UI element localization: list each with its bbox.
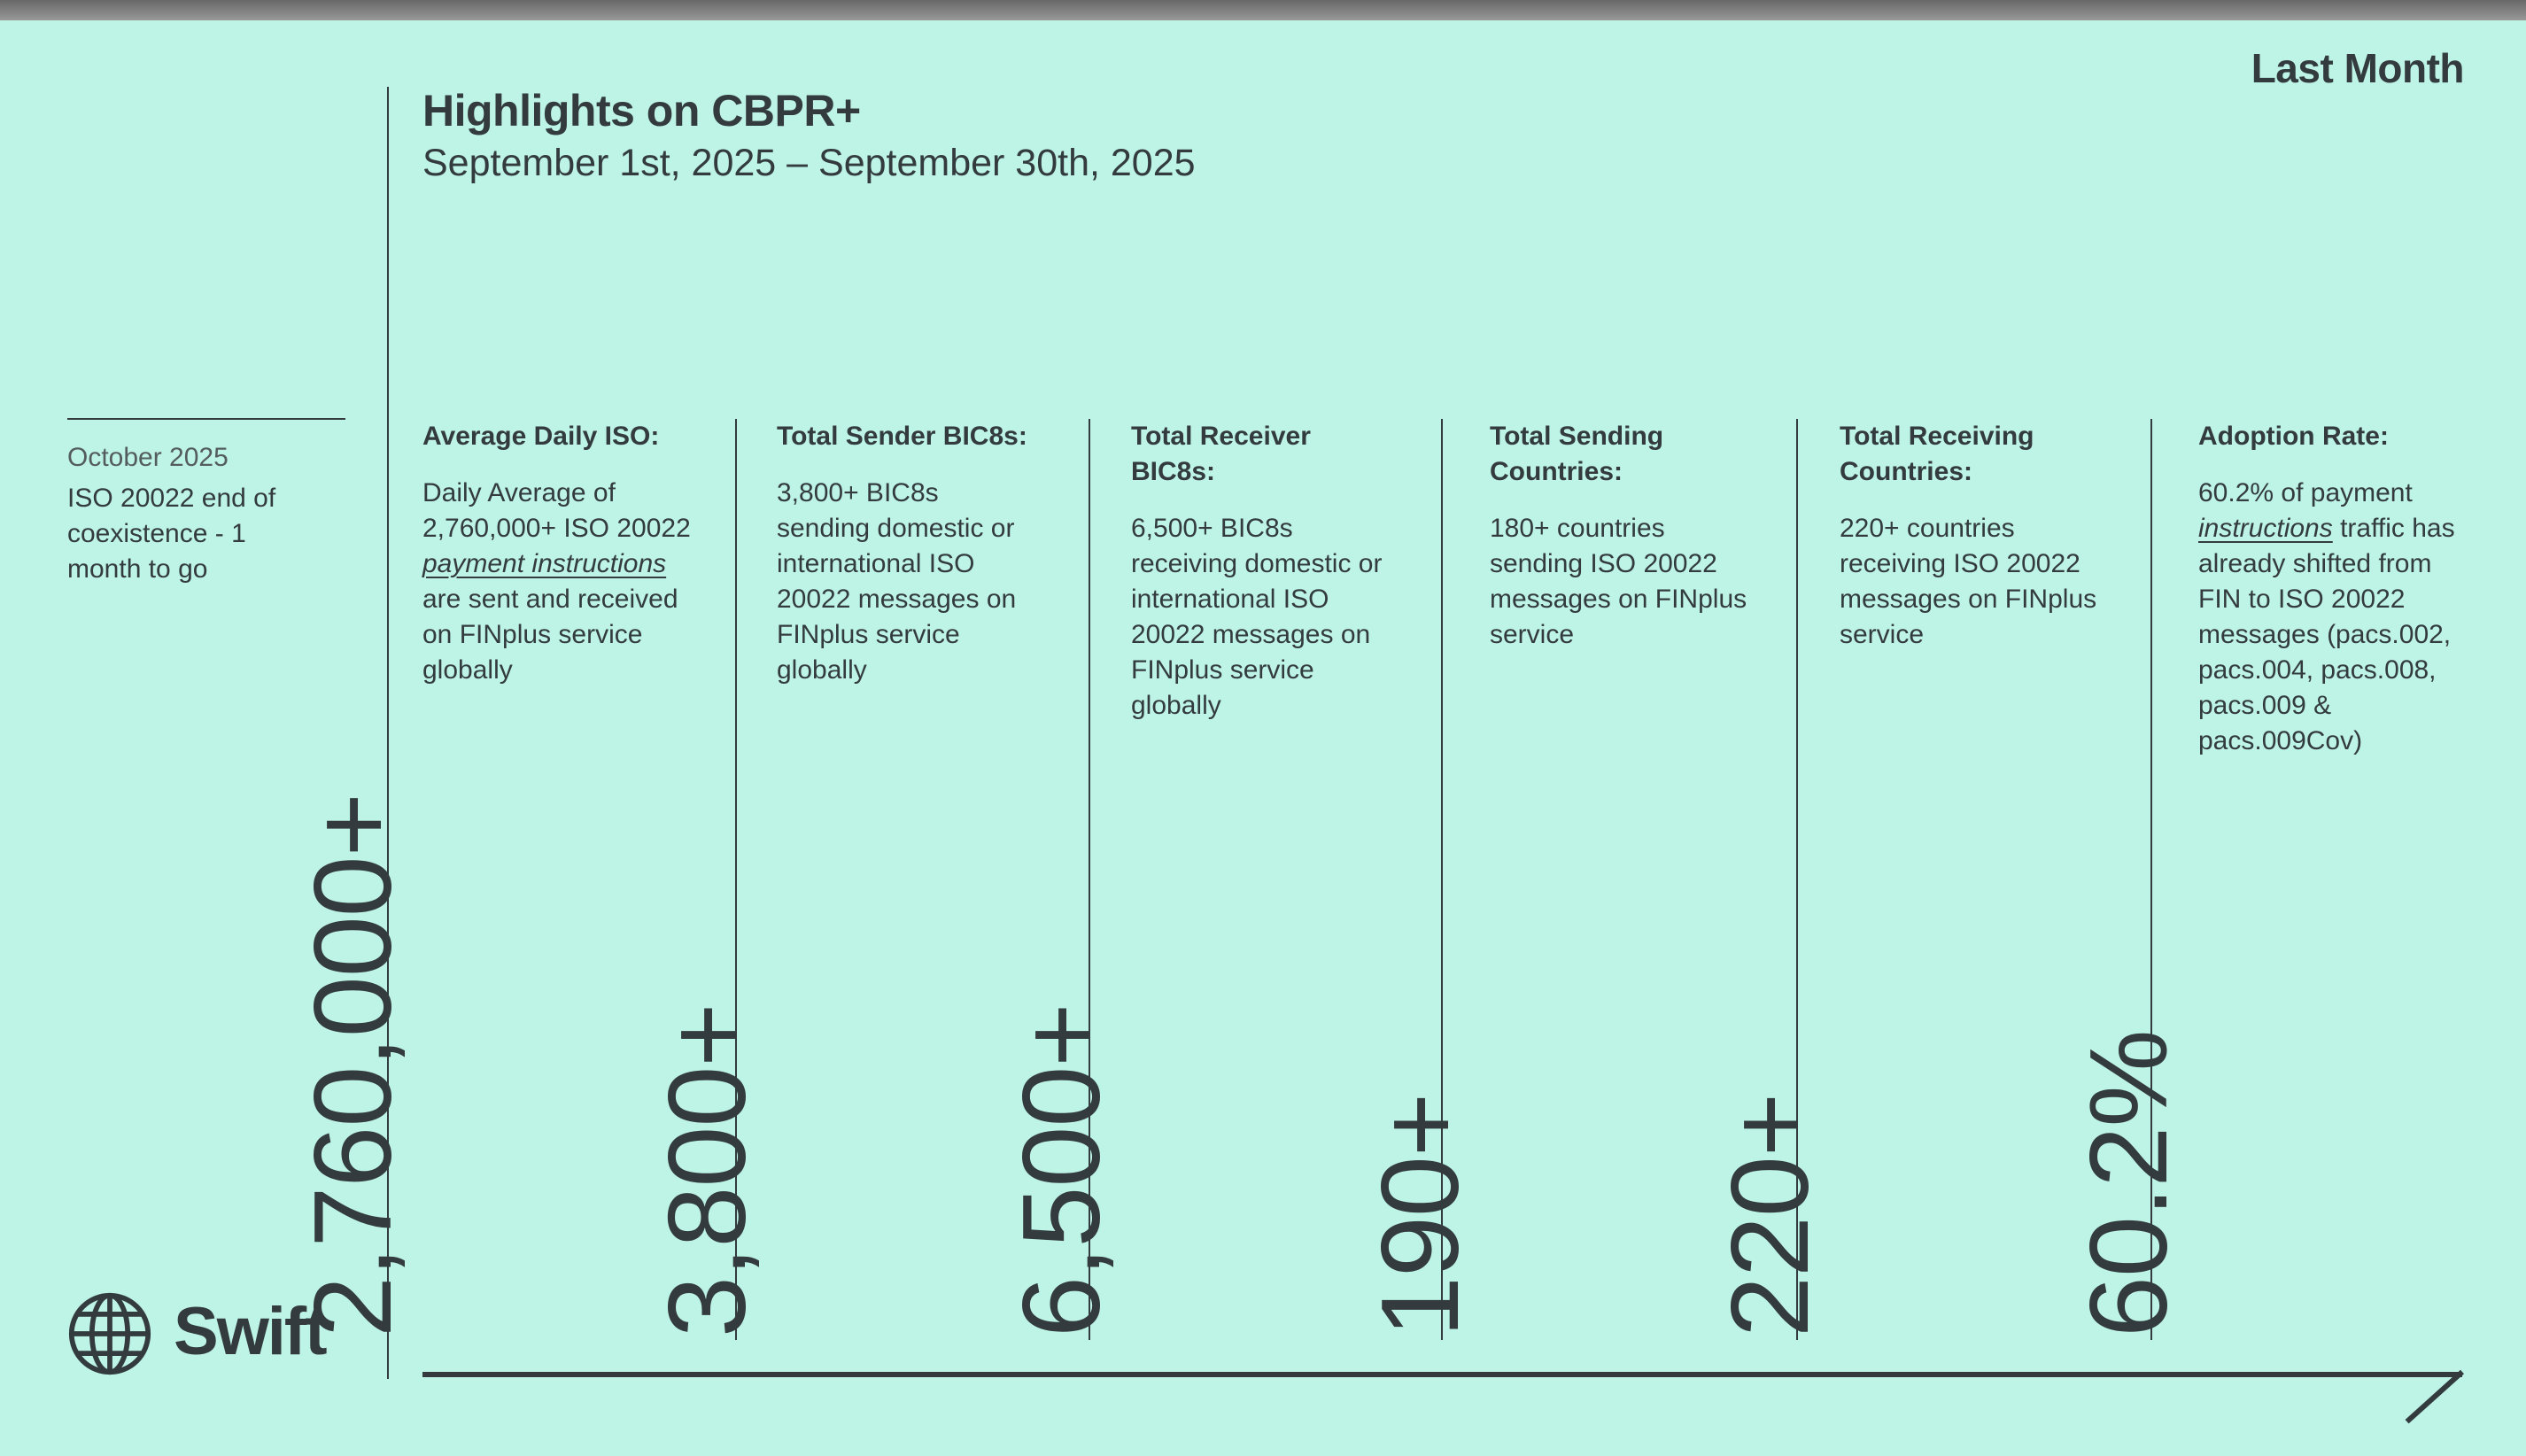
stat-column-average-daily-iso: Average Daily ISO: Daily Average of 2,760…	[422, 419, 741, 688]
stat-column-total-sending-countries: Total Sending Countries: 180+ countries se…	[1490, 419, 1809, 653]
stat-big-value: 2,760,000+	[292, 793, 415, 1337]
page-title: Highlights on CBPR+	[422, 86, 861, 136]
stat-column-adoption-rate: Adoption Rate: 60.2% of payment instructi…	[2198, 419, 2517, 759]
page-subtitle: September 1st, 2025 – September 30th, 20…	[422, 142, 1196, 184]
swift-logo: Swift	[67, 1291, 328, 1376]
stat-description: 220+ countries receiving ISO 20022 message…	[1840, 514, 2097, 649]
stat-description: 3,800+ BIC8s sending domestic or internati…	[777, 478, 1017, 685]
stat-header: Adoption Rate:	[2198, 422, 2389, 451]
stat-column-total-receiver-bic8s: Total Receiver BIC8s: 6,500+ BIC8s receivi…	[1131, 419, 1450, 724]
bottom-axis-line	[422, 1372, 2462, 1377]
stat-big-value: 6,500+	[1001, 1003, 1123, 1337]
column-divider	[1796, 419, 1798, 1340]
stat-header: Total Receiving Countries:	[1840, 422, 2034, 486]
window-title-bar	[0, 0, 2526, 20]
column-divider	[2150, 419, 2152, 1340]
stat-big-value: 60.2%	[2068, 1030, 2190, 1337]
stat-header: Total Receiver BIC8s:	[1131, 422, 1311, 486]
stat-description: 180+ countries sending ISO 20022 messages …	[1490, 514, 1747, 649]
sidebar-note: ISO 20022 end of coexistence - 1 month t…	[67, 484, 276, 584]
column-divider	[1089, 419, 1090, 1340]
stat-column-total-receiving-countries: Total Receiving Countries: 220+ countries…	[1840, 419, 2158, 653]
sidebar-date: October 2025	[67, 443, 229, 472]
stat-header: Total Sending Countries:	[1490, 422, 1664, 486]
main-vertical-rule	[387, 87, 389, 1379]
sidebar-top-rule	[67, 418, 345, 420]
stat-description: 6,500+ BIC8s receiving domestic or interna…	[1131, 514, 1383, 720]
stat-header: Total Sender BIC8s:	[777, 422, 1027, 451]
bottom-axis-arrow-barb	[2405, 1369, 2465, 1424]
swift-wordmark: Swift	[174, 1293, 328, 1369]
stat-big-value: 3,800+	[647, 1003, 769, 1337]
stat-header: Average Daily ISO:	[422, 422, 660, 451]
stat-description: Daily Average of 2,760,000+ ISO 20022 paym…	[422, 478, 691, 685]
stat-column-total-sender-bic8s: Total Sender BIC8s: 3,800+ BIC8s sending …	[777, 419, 1096, 688]
globe-icon	[68, 1292, 151, 1375]
period-label: Last Month	[2251, 45, 2465, 91]
column-divider	[1441, 419, 1443, 1340]
stat-description: 60.2% of payment instructions traffic has…	[2198, 478, 2455, 755]
stat-big-value: 220+	[1709, 1093, 1832, 1337]
stat-big-value: 190+	[1360, 1093, 1482, 1337]
column-divider	[735, 419, 737, 1340]
